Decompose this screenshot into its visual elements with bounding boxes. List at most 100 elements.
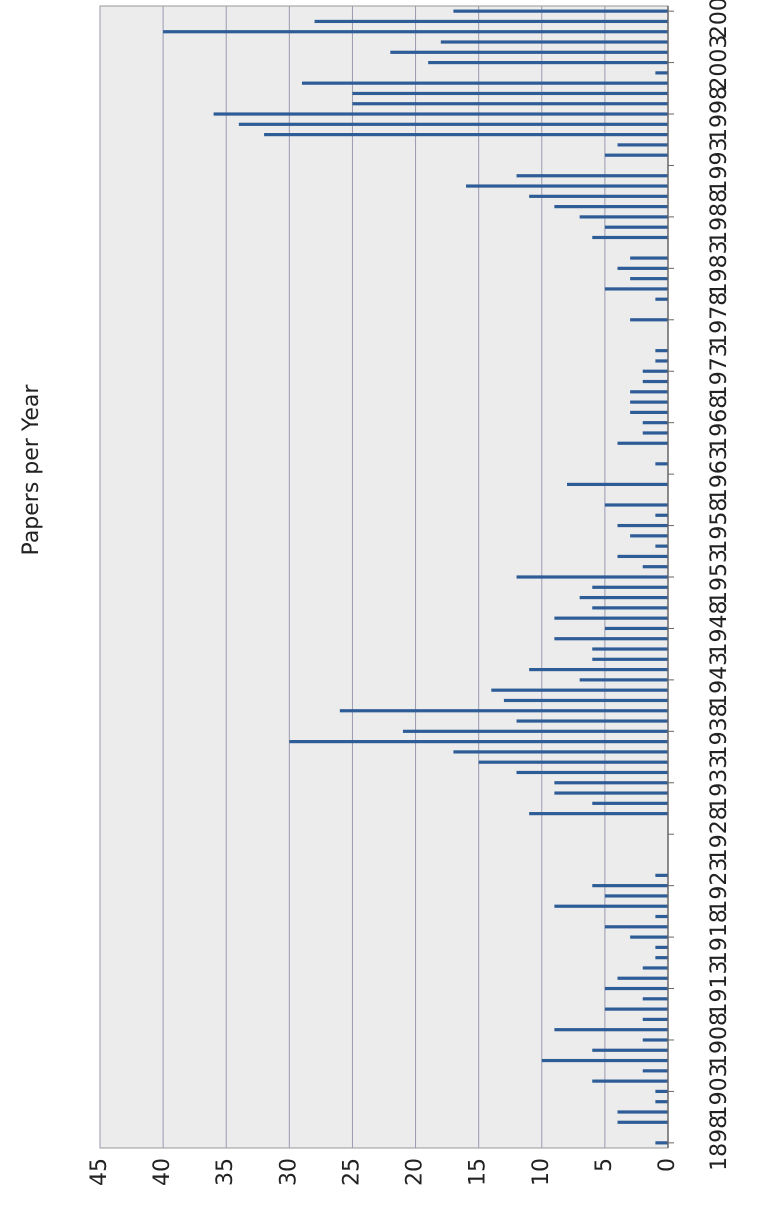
bar [630, 400, 669, 404]
x-tick-label: 1933 [707, 755, 732, 811]
bar [163, 30, 668, 34]
y-tick-label: 45 [87, 1158, 112, 1186]
bar [301, 81, 668, 85]
bar [491, 688, 668, 692]
y-tick-label: 5 [592, 1158, 617, 1172]
bar [655, 359, 669, 363]
bar [339, 709, 668, 713]
bar [630, 390, 669, 394]
bar [655, 71, 669, 75]
x-tick-label: 2003 [707, 35, 732, 91]
bar [453, 9, 668, 13]
bar [554, 904, 669, 908]
bar [289, 740, 668, 744]
bar [592, 606, 668, 610]
bar [655, 297, 669, 301]
bar [213, 112, 668, 116]
x-tick-label: 1983 [707, 240, 732, 296]
chart-title: Papers per Year [19, 384, 44, 556]
x-tick-label: 1973 [707, 343, 732, 399]
bar [655, 1100, 669, 1104]
bar [642, 421, 668, 425]
x-tick-label: 1978 [707, 292, 732, 348]
bar [402, 729, 668, 733]
bar [579, 678, 669, 682]
bar [604, 225, 669, 229]
bar [466, 184, 668, 188]
bar [567, 482, 668, 487]
x-tick-label: 1928 [707, 806, 732, 862]
x-tick-label: 1993 [707, 137, 732, 193]
bar [428, 60, 668, 65]
bar [642, 431, 668, 435]
bar [592, 801, 668, 805]
bar [238, 122, 668, 126]
bar [617, 1120, 668, 1124]
x-tick-label: 1968 [707, 395, 732, 451]
bar [503, 698, 668, 703]
bar [655, 914, 669, 919]
bar [604, 503, 669, 507]
bar [554, 791, 669, 795]
bar [352, 102, 668, 106]
bar [604, 626, 669, 631]
bar [554, 637, 669, 641]
bar [655, 544, 669, 548]
y-tick-label: 30 [276, 1158, 301, 1186]
bar [630, 935, 669, 939]
bar [264, 133, 668, 137]
bar [352, 91, 668, 96]
bar [516, 575, 668, 579]
bar [579, 215, 669, 219]
bar [617, 266, 668, 270]
y-tick-label: 10 [529, 1158, 554, 1186]
bar [554, 205, 669, 209]
bar [592, 235, 668, 240]
bar [529, 194, 669, 198]
bar [655, 349, 669, 353]
bar [440, 40, 668, 44]
bar [617, 143, 668, 147]
bar [604, 1007, 669, 1011]
x-tick-label: 1938 [707, 703, 732, 759]
rotated-chart: Papers per Year 051015202530354045189819… [19, 0, 732, 1186]
bar [655, 462, 669, 466]
y-tick-label: 15 [466, 1158, 491, 1186]
bar [554, 1028, 669, 1032]
bar [516, 174, 668, 178]
bar [592, 1048, 668, 1052]
bar [617, 1110, 668, 1114]
bar [655, 873, 669, 877]
x-tick-label: 1998 [707, 86, 732, 142]
bar [592, 1079, 668, 1083]
bar [554, 781, 669, 785]
bar [642, 379, 668, 384]
x-tick-label: 1953 [707, 549, 732, 605]
bar [655, 513, 669, 517]
bar [529, 812, 669, 816]
bar [390, 50, 668, 54]
x-tick-label: 1913 [707, 961, 732, 1017]
bar [642, 1069, 668, 1073]
bar [453, 750, 668, 754]
x-tick-label: 1918 [707, 909, 732, 965]
bar [642, 565, 668, 569]
x-tick-label: 1958 [707, 498, 732, 554]
bar [630, 534, 669, 538]
bar [642, 966, 668, 970]
y-tick-label: 40 [150, 1158, 175, 1186]
y-tick-label: 20 [403, 1158, 428, 1186]
bar [642, 997, 668, 1001]
bar [630, 256, 669, 260]
bar [604, 894, 669, 898]
bar [592, 585, 668, 589]
bar [592, 884, 668, 888]
bar [655, 1141, 669, 1145]
x-tick-label: 1943 [707, 652, 732, 708]
bar [655, 945, 669, 949]
bar [592, 657, 668, 661]
x-tick-label: 1908 [707, 1012, 732, 1068]
bar [604, 153, 669, 157]
bar [655, 956, 669, 960]
